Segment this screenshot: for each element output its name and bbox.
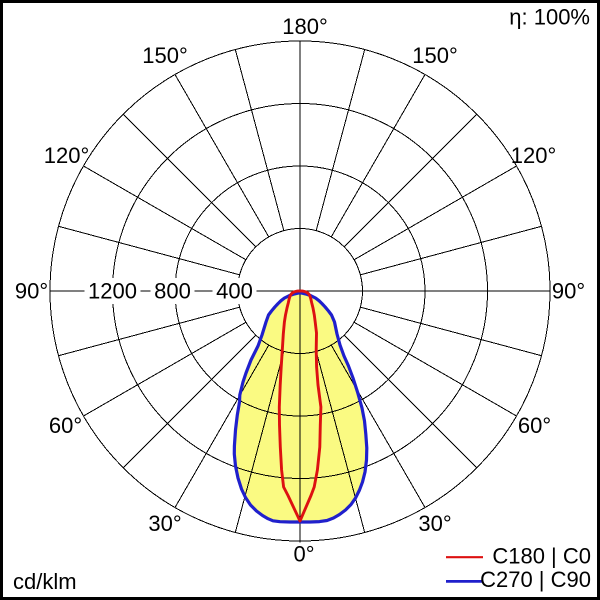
- svg-text:120°: 120°: [44, 143, 90, 168]
- svg-text:cd/klm: cd/klm: [13, 569, 77, 594]
- svg-text:90°: 90°: [552, 279, 585, 304]
- svg-text:120°: 120°: [511, 143, 557, 168]
- svg-text:0°: 0°: [293, 542, 314, 567]
- svg-text:90°: 90°: [15, 279, 48, 304]
- svg-text:400: 400: [216, 279, 253, 304]
- svg-text:150°: 150°: [412, 43, 458, 68]
- svg-text:C180 | C0: C180 | C0: [492, 544, 591, 569]
- svg-text:180°: 180°: [282, 14, 328, 39]
- svg-text:C270 | C90: C270 | C90: [480, 567, 591, 592]
- svg-text:800: 800: [154, 279, 191, 304]
- svg-text:60°: 60°: [518, 413, 551, 438]
- svg-text:η: 100%: η: 100%: [509, 5, 590, 30]
- svg-text:150°: 150°: [142, 43, 188, 68]
- svg-text:30°: 30°: [148, 511, 181, 536]
- svg-text:1200: 1200: [88, 279, 137, 304]
- svg-text:60°: 60°: [49, 413, 82, 438]
- svg-text:30°: 30°: [418, 511, 451, 536]
